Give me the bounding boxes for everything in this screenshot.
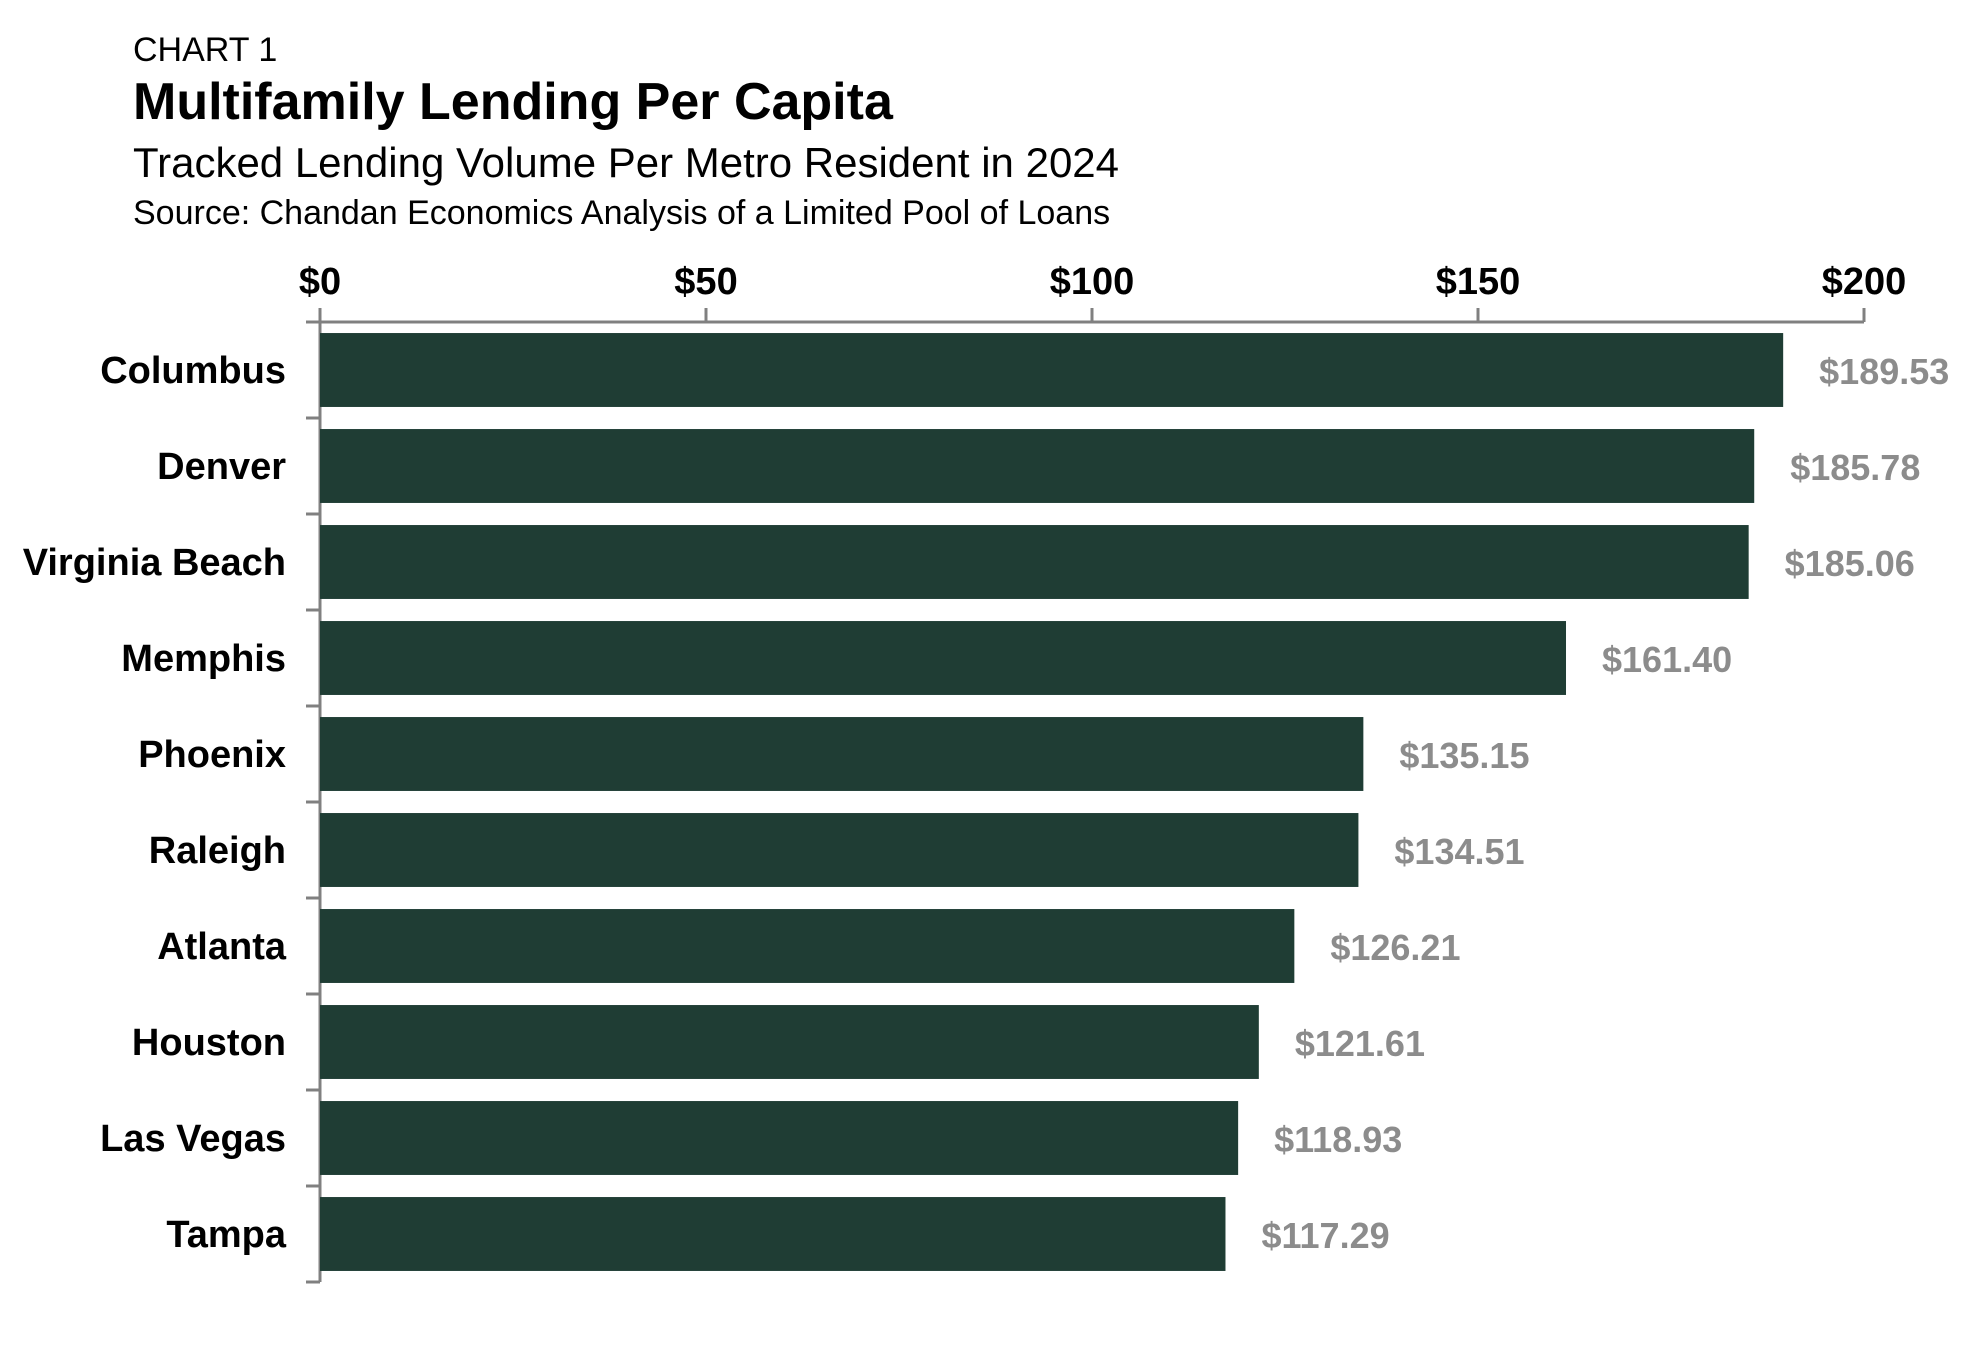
category-label: Columbus [100,350,286,392]
chart-subtitle: Tracked Lending Volume Per Metro Residen… [133,139,1120,186]
chart-label: CHART 1 [133,31,278,69]
category-label: Memphis [121,638,286,680]
chart-title: Multifamily Lending Per Capita [133,73,893,131]
bars-layer [320,333,1784,1271]
axis-layer: $0 $50 $100 $150 $200 [299,261,1907,1284]
bar [320,1005,1259,1079]
value-label: $121.61 [1295,1023,1425,1064]
x-tick-label: $100 [1050,261,1135,303]
category-label: Tampa [166,1214,287,1256]
value-label: $185.78 [1790,447,1920,488]
category-label: Denver [157,446,286,488]
value-label: $126.21 [1330,927,1460,968]
value-label: $189.53 [1819,351,1949,392]
bar [320,813,1359,887]
bar [320,429,1755,503]
category-label: Atlanta [157,926,287,968]
x-tick-label: $150 [1436,261,1521,303]
bar [320,717,1364,791]
value-label: $161.40 [1602,639,1732,680]
value-label: $118.93 [1274,1119,1402,1160]
value-label: $134.51 [1394,831,1524,872]
bar [320,621,1567,695]
category-label: Virginia Beach [23,542,286,584]
value-label: $185.06 [1785,543,1915,584]
bar [320,333,1784,407]
bar [320,525,1749,599]
bar [320,1101,1239,1175]
category-label: Raleigh [149,830,286,872]
labels-layer: Columbus $189.53 Denver $185.78 Virginia Bea… [23,350,1950,1256]
bar [320,1197,1226,1271]
x-tick-label: $200 [1822,261,1907,303]
value-label: $117.29 [1261,1215,1389,1256]
category-label: Phoenix [138,734,286,776]
x-tick-label: $0 [299,261,341,303]
x-tick-label: $50 [674,261,737,303]
category-label: Las Vegas [100,1118,286,1160]
category-label: Houston [132,1022,286,1064]
bar [320,909,1295,983]
value-label: $135.15 [1399,735,1529,776]
chart-source: Source: Chandan Economics Analysis of a … [133,194,1111,232]
